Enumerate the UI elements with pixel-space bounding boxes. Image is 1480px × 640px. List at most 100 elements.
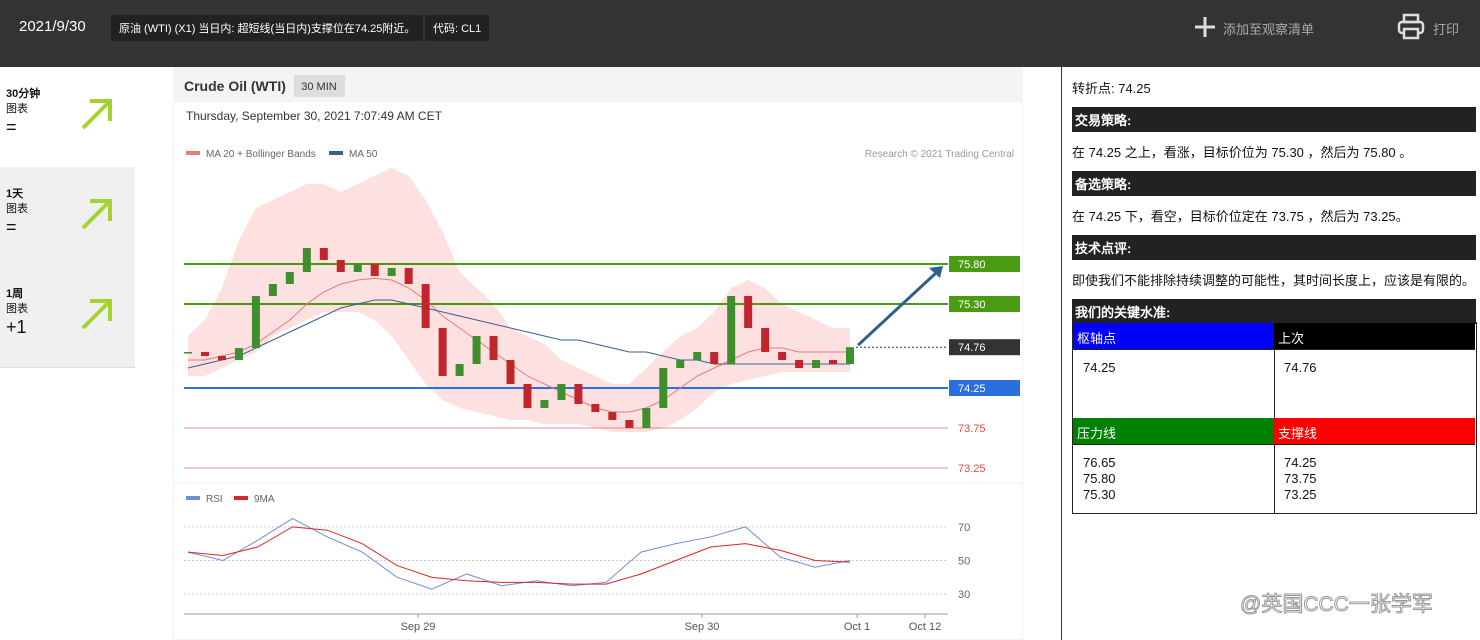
level-label: 74.25 <box>958 383 986 395</box>
candle <box>744 296 753 328</box>
table-value: 75.30 <box>1083 487 1116 502</box>
timeframe-signal: = <box>6 117 17 137</box>
table-header: 支撑线 <box>1274 418 1475 444</box>
table-cell: 枢轴点 74.25 <box>1073 323 1275 419</box>
left-panel: 30分钟 图表 = 1天 图表 = 1周 图表 +1 <box>0 67 135 369</box>
timeframe-signal: = <box>6 217 17 237</box>
candle <box>846 347 854 364</box>
print-icon[interactable] <box>1397 13 1425 41</box>
y-tick-label: 30 <box>958 589 970 601</box>
candle <box>302 248 311 272</box>
table-cell: 压力线 76.65 75.80 75.30 <box>1073 418 1275 513</box>
section-heading: 备选策略: <box>1072 171 1476 196</box>
rsi-line <box>187 526 851 585</box>
key-levels-table: 枢轴点 74.25 上次 74.76 压力线 76.65 75.80 75.30 支撑线 74.2… <box>1072 322 1477 514</box>
watermark: @英国CCC一张学军 <box>1240 593 1434 617</box>
table-body: 74.25 <box>1073 349 1274 419</box>
table-value: 73.25 <box>1284 487 1317 502</box>
candle <box>761 328 770 352</box>
candle <box>234 348 243 360</box>
table-body: 74.25 73.75 73.25 <box>1274 444 1475 513</box>
x-tick-label: Oct 12 <box>909 621 941 633</box>
table-value: 75.80 <box>1083 471 1116 486</box>
table-header: 上次 <box>1274 323 1475 349</box>
level-label: 74.76 <box>958 342 986 354</box>
target-arrow <box>856 270 939 347</box>
level-box <box>949 296 1020 312</box>
copyright: Research © 2021 Trading Central <box>865 149 1014 160</box>
candle <box>370 264 379 276</box>
level-label: 73.25 <box>958 463 986 475</box>
level-box <box>949 380 1020 396</box>
legend-swatch <box>186 151 200 155</box>
candle <box>489 336 498 360</box>
level-box <box>949 256 1020 272</box>
section-text: 在 74.25 之上，看涨，目标价位为 75.30 ，然后为 75.80 。 <box>1072 145 1413 160</box>
timeframe-sub: 图表 <box>6 103 28 115</box>
timeframe-label: 1周 <box>6 288 24 300</box>
section-heading: 交易策略: <box>1072 107 1476 132</box>
candle <box>506 360 515 384</box>
candle <box>557 384 566 400</box>
timeframe-label: 30分钟 <box>6 88 41 100</box>
candle <box>812 360 821 368</box>
timeframe-label: 1天 <box>6 188 24 200</box>
timestamp: Thursday, September 30, 2021 7:07:49 AM … <box>186 109 443 123</box>
chart: Crude Oil (WTI) 30 MIN Thursday, Septemb… <box>173 67 1023 640</box>
right-panel: 转折点: 74.25 交易策略: 在 74.25 之上，看涨，目标价位为 75.… <box>1061 67 1480 640</box>
rsi-line <box>187 517 851 590</box>
legend-swatch <box>234 496 248 500</box>
legend-label: RSI <box>206 494 223 505</box>
headline: 原油 (WTI) (X1) 当日内: 超短线(当日内)支撑位在74.25附近。 <box>111 15 424 41</box>
table-value: 74.25 <box>1083 360 1116 375</box>
candle <box>642 408 651 428</box>
section-text: 在 74.25 下，看空，目标价位定在 73.75 ，然后为 73.25。 <box>1072 209 1409 224</box>
x-tick-label: Sep 29 <box>401 621 436 633</box>
candle <box>659 368 668 408</box>
candle <box>574 384 583 404</box>
legend-label: MA 50 <box>349 149 378 160</box>
timeframe-item[interactable]: 30分钟 图表 = <box>0 67 135 168</box>
level-box <box>949 339 1020 356</box>
candle <box>404 268 413 284</box>
timeframe-item[interactable]: 1天 图表 = <box>0 167 135 268</box>
candle <box>472 336 481 364</box>
date: 2021/9/30 <box>19 18 86 35</box>
level-label: 73.75 <box>958 423 986 435</box>
level-label: 75.30 <box>958 299 986 311</box>
table-cell: 上次 74.76 <box>1274 323 1475 419</box>
table-body: 76.65 75.80 75.30 <box>1073 444 1274 513</box>
watchlist-button[interactable]: 添加至观察清单 <box>1223 22 1315 37</box>
candle <box>184 352 192 354</box>
candle <box>727 296 736 364</box>
section-heading: 技术点评: <box>1072 235 1476 260</box>
candle <box>591 404 600 412</box>
code: 代码: CL1 <box>425 15 490 41</box>
up-arrow-icon <box>81 199 112 230</box>
interval-badge <box>294 75 345 97</box>
candle <box>200 352 209 356</box>
candle <box>710 352 719 364</box>
candle <box>829 360 838 364</box>
candle <box>421 284 430 328</box>
moving-average <box>187 299 850 369</box>
candle <box>251 296 260 348</box>
table-body: 74.76 <box>1274 349 1475 419</box>
chart-title: Crude Oil (WTI) <box>184 78 286 94</box>
timeframe-sub: 图表 <box>6 203 28 215</box>
candle <box>285 272 294 284</box>
candle <box>795 360 804 368</box>
table-value: 74.25 <box>1284 455 1317 470</box>
x-tick-label: Sep 30 <box>685 621 720 633</box>
legend-swatch <box>186 496 200 500</box>
legend-label: MA 20 + Bollinger Bands <box>206 149 316 160</box>
candle <box>268 284 277 296</box>
target-arrowhead <box>929 266 943 278</box>
print-button[interactable]: 打印 <box>1433 22 1460 37</box>
candle <box>540 400 549 408</box>
timeframe-signal: +1 <box>6 317 27 337</box>
table-value: 73.75 <box>1284 471 1317 486</box>
section-heading: 我们的关键水准: <box>1072 299 1476 324</box>
plus-icon[interactable] <box>1194 16 1216 38</box>
timeframe-item[interactable]: 1周 图表 +1 <box>0 267 135 368</box>
